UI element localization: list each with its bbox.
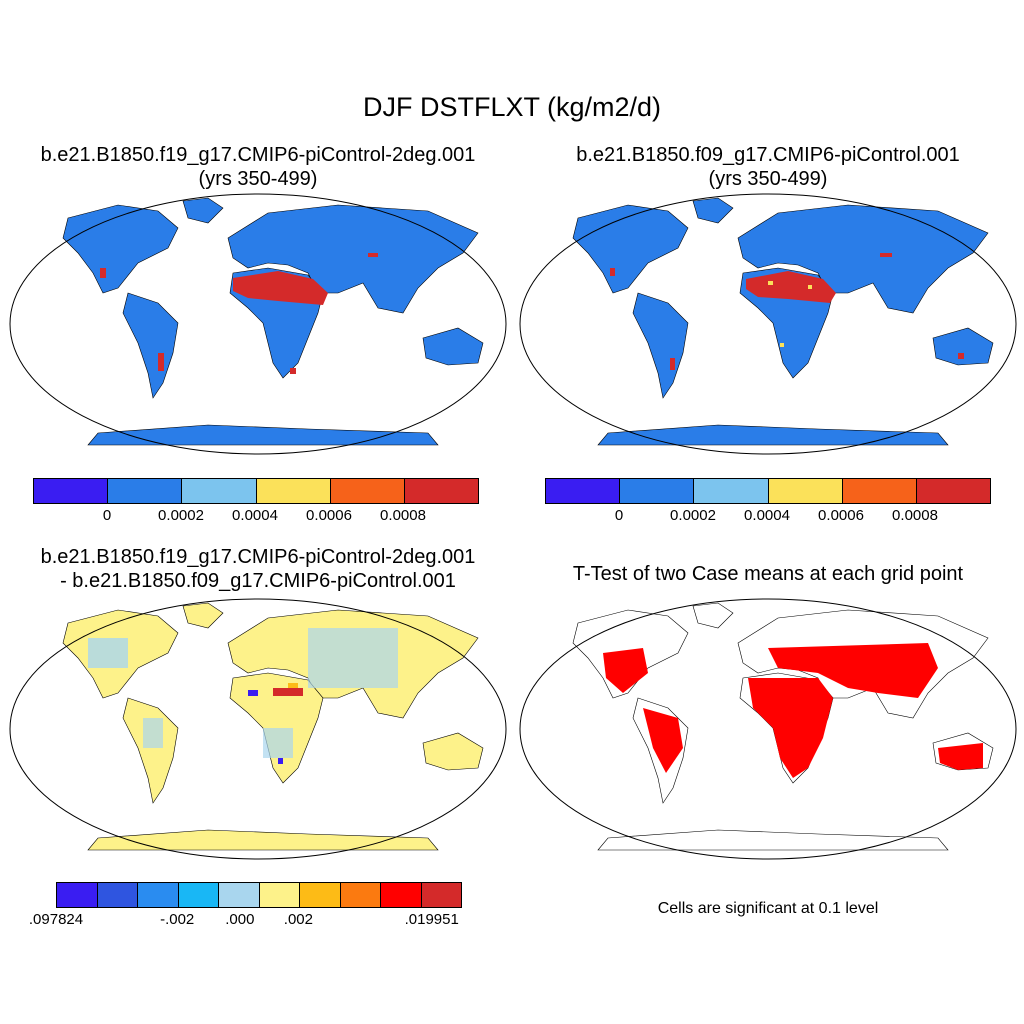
colorbar-tick-label: 0.0004 (744, 507, 790, 524)
colorbar-swatch (340, 883, 381, 907)
colorbar-swatch (219, 883, 260, 907)
colorbar-tick-label: 0.0006 (306, 507, 352, 524)
colorbar-swatch (620, 479, 695, 503)
colorbar-swatch (108, 479, 183, 503)
colorbar-swatch (256, 479, 331, 503)
colorbar-case2 (545, 478, 991, 504)
figure-title: DJF DSTFLXT (kg/m2/d) (362, 92, 662, 122)
map-case1 (9, 193, 507, 455)
map-difference (9, 598, 507, 860)
colorbar-tick-label: .097824 (28, 911, 84, 928)
colorbar-swatch (259, 883, 300, 907)
colorbar-swatch (34, 479, 109, 503)
colorbar-tick-label: 0 (102, 507, 112, 524)
colorbar-tick-label: .002 (283, 911, 313, 928)
colorbar-case1 (33, 478, 479, 504)
colorbar-swatch (768, 479, 843, 503)
colorbar-swatch (404, 479, 479, 503)
colorbar-tick-label: 0.0008 (380, 507, 426, 524)
panel3-title: b.e21.B1850.f19_g17.CMIP6-piControl-2deg… (40, 546, 476, 592)
colorbar-swatch (694, 479, 769, 503)
colorbar-swatch (916, 479, 991, 503)
colorbar-swatch (421, 883, 461, 907)
colorbar-difference (56, 882, 462, 908)
colorbar-swatch (842, 479, 917, 503)
colorbar-swatch (546, 479, 621, 503)
colorbar-tick-label: 0.0008 (892, 507, 938, 524)
significance-note: Cells are significant at 0.1 level (657, 900, 879, 917)
colorbar-swatch (381, 883, 422, 907)
colorbar-tick-label: .019951 (404, 911, 459, 928)
colorbar-swatch (138, 883, 179, 907)
panel2-title: b.e21.B1850.f09_g17.CMIP6-piControl.001(… (576, 144, 960, 190)
colorbar-tick-label: 0.0006 (818, 507, 864, 524)
colorbar-tick-label: 0.0002 (670, 507, 716, 524)
map-ttest (519, 598, 1017, 860)
colorbar-swatch (182, 479, 257, 503)
colorbar-swatch (330, 479, 405, 503)
panel4-title: T-Test of two Case means at each grid po… (572, 563, 964, 585)
colorbar-tick-label: 0.0004 (232, 507, 278, 524)
colorbar-tick-label: 0 (614, 507, 624, 524)
colorbar-swatch (57, 883, 98, 907)
colorbar-swatch (300, 883, 341, 907)
colorbar-tick-label: .000 (225, 911, 255, 928)
map-case2 (519, 193, 1017, 455)
colorbar-tick-label: 0.0002 (158, 507, 204, 524)
colorbar-tick-label: -.002 (160, 911, 195, 928)
colorbar-swatch (178, 883, 219, 907)
panel1-title: b.e21.B1850.f19_g17.CMIP6-piControl-2deg… (40, 144, 476, 190)
colorbar-swatch (97, 883, 138, 907)
